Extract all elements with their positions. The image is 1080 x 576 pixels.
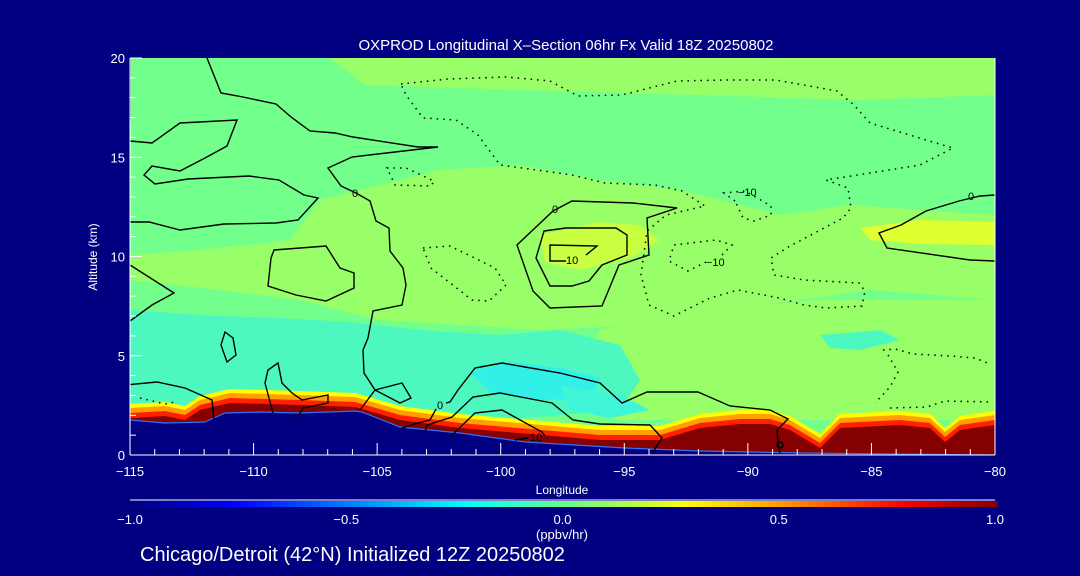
y-tick-label: 20 bbox=[111, 51, 125, 66]
field-region-weak-positive bbox=[330, 58, 995, 100]
x-tick-label: −100 bbox=[486, 464, 515, 479]
contour-line bbox=[374, 382, 413, 404]
y-axis-label: Altitude (km) bbox=[86, 223, 100, 290]
colorbar-tick-label: 0.0 bbox=[553, 512, 571, 527]
contour-label: 0 bbox=[437, 400, 443, 412]
contour-label: 0 bbox=[968, 191, 974, 203]
contour-line bbox=[878, 194, 995, 262]
x-tick-label: −115 bbox=[116, 464, 144, 479]
field-region-weak-negative bbox=[820, 330, 900, 350]
x-axis-label: Longitude bbox=[536, 483, 589, 497]
x-tick-label: −90 bbox=[737, 464, 759, 479]
contour-line bbox=[424, 392, 663, 453]
colorbar-tick-label: 0.5 bbox=[770, 512, 788, 527]
contour-line bbox=[267, 245, 355, 302]
colorbar-tick-label: −0.5 bbox=[333, 512, 359, 527]
negative-contour-line bbox=[668, 239, 734, 272]
field-region-positive bbox=[860, 220, 995, 245]
contour-line bbox=[776, 441, 784, 449]
contour-label: −10 bbox=[706, 257, 725, 269]
colorbar bbox=[130, 499, 998, 507]
contour-line bbox=[449, 409, 546, 438]
contour-label: 0 bbox=[552, 204, 558, 216]
colorbar-gradient bbox=[130, 501, 998, 507]
field-region-positive bbox=[540, 222, 660, 270]
contour-line bbox=[549, 244, 599, 262]
footer-caption: Chicago/Detroit (42°N) Initialized 12Z 2… bbox=[140, 544, 565, 566]
x-tick-label: −105 bbox=[362, 464, 391, 479]
contour-line bbox=[130, 264, 176, 322]
field-region-weak-positive bbox=[560, 300, 995, 420]
contour-line bbox=[514, 437, 529, 441]
terrain-mask bbox=[130, 410, 995, 455]
plot-area: 0 0 0 0 10 10 −10 −10 bbox=[130, 58, 995, 455]
contour-line bbox=[401, 408, 437, 429]
contour-line bbox=[130, 119, 320, 231]
contour-line bbox=[445, 362, 790, 454]
contour-label: 10 bbox=[566, 255, 578, 267]
chart-title: OXPROD Longitudinal X–Section 06hr Fx Va… bbox=[359, 37, 774, 54]
contour-line bbox=[206, 58, 439, 411]
contour-label: −10 bbox=[738, 187, 757, 199]
y-tick-label: 10 bbox=[111, 250, 125, 265]
contour-label: 0 bbox=[352, 188, 358, 200]
contour-line bbox=[264, 361, 329, 418]
y-tick-label: 15 bbox=[111, 150, 125, 165]
x-tick-label: −95 bbox=[613, 464, 635, 479]
contour-line bbox=[516, 200, 678, 309]
contour-label: 10 bbox=[530, 432, 542, 444]
colorbar-tick-label: −1.0 bbox=[117, 512, 143, 527]
y-tick-label: 0 bbox=[118, 448, 125, 463]
y-tick-label: 5 bbox=[118, 349, 125, 364]
colorbar-units: (ppbv/hr) bbox=[536, 527, 588, 542]
x-tick-label: −80 bbox=[984, 464, 1006, 479]
negative-contour-line bbox=[889, 400, 991, 409]
negative-contour-line bbox=[139, 397, 176, 405]
contour-line bbox=[535, 227, 628, 287]
colorbar-tick-label: 1.0 bbox=[986, 512, 1004, 527]
negative-contour-line bbox=[399, 76, 956, 317]
contour-line bbox=[130, 381, 215, 421]
negative-contour-line bbox=[385, 167, 436, 187]
contour-line bbox=[220, 330, 237, 364]
field-region-negative bbox=[560, 385, 650, 418]
x-tick-label: −110 bbox=[239, 464, 267, 479]
x-tick-label: −85 bbox=[860, 464, 882, 479]
